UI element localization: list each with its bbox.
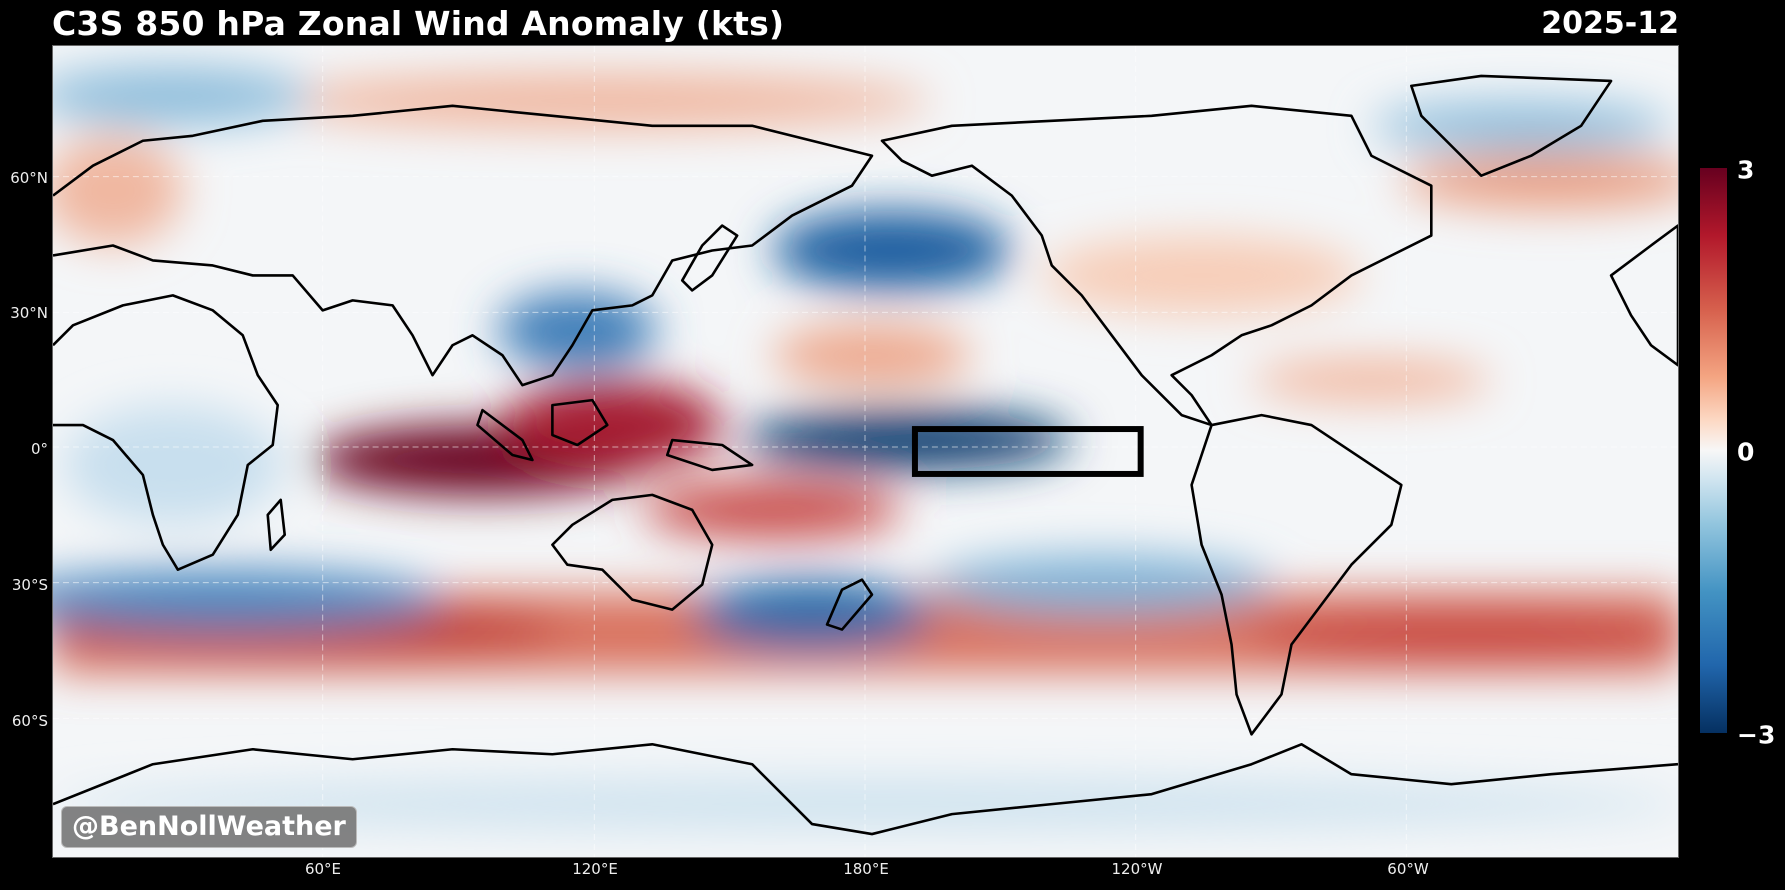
lat-label-0: 0° — [30, 440, 48, 458]
coastline-eurasia — [53, 104, 874, 387]
coastlines — [53, 74, 1678, 836]
anomaly-negative-south-pacific — [931, 554, 1272, 615]
anomaly-positive-subtropical-atlantic — [1251, 358, 1492, 403]
anomaly-field — [53, 65, 1678, 831]
lon-label-60e: 60°E — [304, 860, 342, 878]
anomaly-positive-north-america — [1041, 235, 1362, 316]
coastline-australia — [551, 493, 714, 611]
anomaly-negative-south-indian — [53, 569, 443, 630]
anomaly-positive-maritime-continent — [502, 380, 723, 470]
coastline-north-america — [880, 104, 1433, 427]
lat-label-30n: 30°N — [10, 304, 48, 322]
colorbar-min-label: −3 — [1737, 720, 1776, 750]
colorbar-max-label: 3 — [1737, 155, 1755, 185]
coastline-new-zealand — [825, 578, 874, 631]
anomaly-negative-north-atlantic — [1371, 100, 1672, 151]
anomaly-positive-southern-band-east — [1251, 606, 1678, 663]
anomaly-positive-north-pacific — [772, 325, 972, 386]
anomaly-negative-north-pacific — [772, 210, 1012, 291]
coastline-south-america — [1190, 413, 1403, 736]
nino-box — [911, 426, 1144, 477]
colorbar-mid-label: 0 — [1737, 437, 1755, 467]
lon-label-120w: 120°W — [1111, 860, 1163, 878]
coastline-borneo — [551, 398, 609, 447]
lat-label-60s: 60°S — [11, 712, 48, 730]
anomaly-negative-antarctic — [53, 778, 1678, 831]
anomaly-positive-europe — [53, 135, 183, 246]
colorbar — [1700, 168, 1727, 733]
anomaly-negative-africa — [62, 405, 283, 525]
anomaly-positive-south-pacific — [642, 481, 902, 538]
map-date: 2025-12 — [1541, 6, 1679, 41]
map-title: C3S 850 hPa Zonal Wind Anomaly (kts) — [52, 4, 785, 43]
lon-label-120e: 120°E — [572, 860, 618, 878]
coastline-new-guinea — [665, 438, 754, 472]
anomaly-negative-south-china-sea — [497, 292, 658, 369]
coastline-madagascar — [266, 498, 287, 552]
coastline-europe-west — [1609, 224, 1678, 367]
anomaly-positive-arctic — [272, 72, 932, 129]
coastline-greenland — [1410, 74, 1613, 177]
anomaly-map — [53, 46, 1678, 857]
map-panel — [52, 45, 1679, 858]
coastline-africa — [53, 294, 280, 572]
lon-label-180: 180°E — [843, 860, 889, 878]
coastline-japan — [680, 224, 739, 292]
coastline-antarctica — [53, 742, 1678, 836]
lon-label-60w: 60°W — [1387, 860, 1429, 878]
anomaly-negative-equatorial-pacific — [742, 410, 1072, 470]
lat-label-30s: 30°S — [11, 576, 48, 594]
anomaly-negative-arctic — [53, 65, 313, 126]
anomaly-negative-tasman — [692, 579, 932, 650]
lat-label-60n: 60°N — [10, 169, 48, 187]
coastline-sumatra — [476, 408, 534, 462]
watermark-badge: @BenNollWeather — [61, 806, 357, 848]
